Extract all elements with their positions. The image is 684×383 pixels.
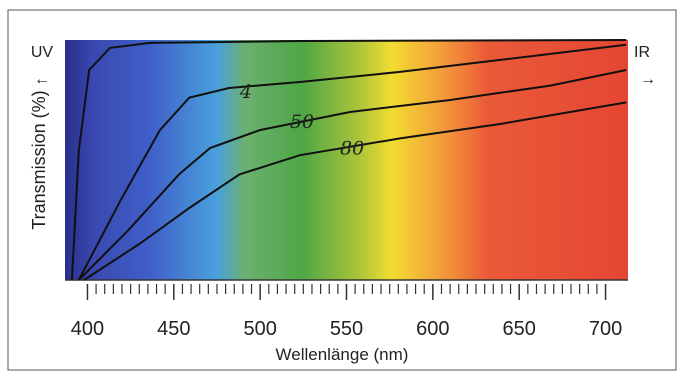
uv-arrow: ← (34, 71, 50, 88)
spectrum-background (65, 40, 628, 280)
series-label: 4 (239, 81, 252, 103)
uv-label: UV (31, 44, 54, 61)
chart: Transmission (%) Wellenlänge (nm) UV ← I… (0, 0, 684, 378)
x-tick-label: 600 (416, 318, 449, 340)
x-tick-label: 700 (589, 318, 622, 340)
y-axis-label: Transmission (%) (29, 90, 49, 229)
x-tick-label: 500 (243, 318, 276, 340)
ir-arrow: → (640, 71, 656, 88)
x-tick-label: 400 (71, 318, 104, 340)
x-tick-label: 550 (330, 318, 363, 340)
series-label: 80 (340, 137, 364, 159)
ir-label: IR (634, 44, 650, 61)
x-tick-label: 450 (157, 318, 190, 340)
series-label: 50 (290, 111, 314, 133)
x-axis-label: Wellenlänge (nm) (276, 345, 409, 364)
x-tick-label: 650 (503, 318, 536, 340)
